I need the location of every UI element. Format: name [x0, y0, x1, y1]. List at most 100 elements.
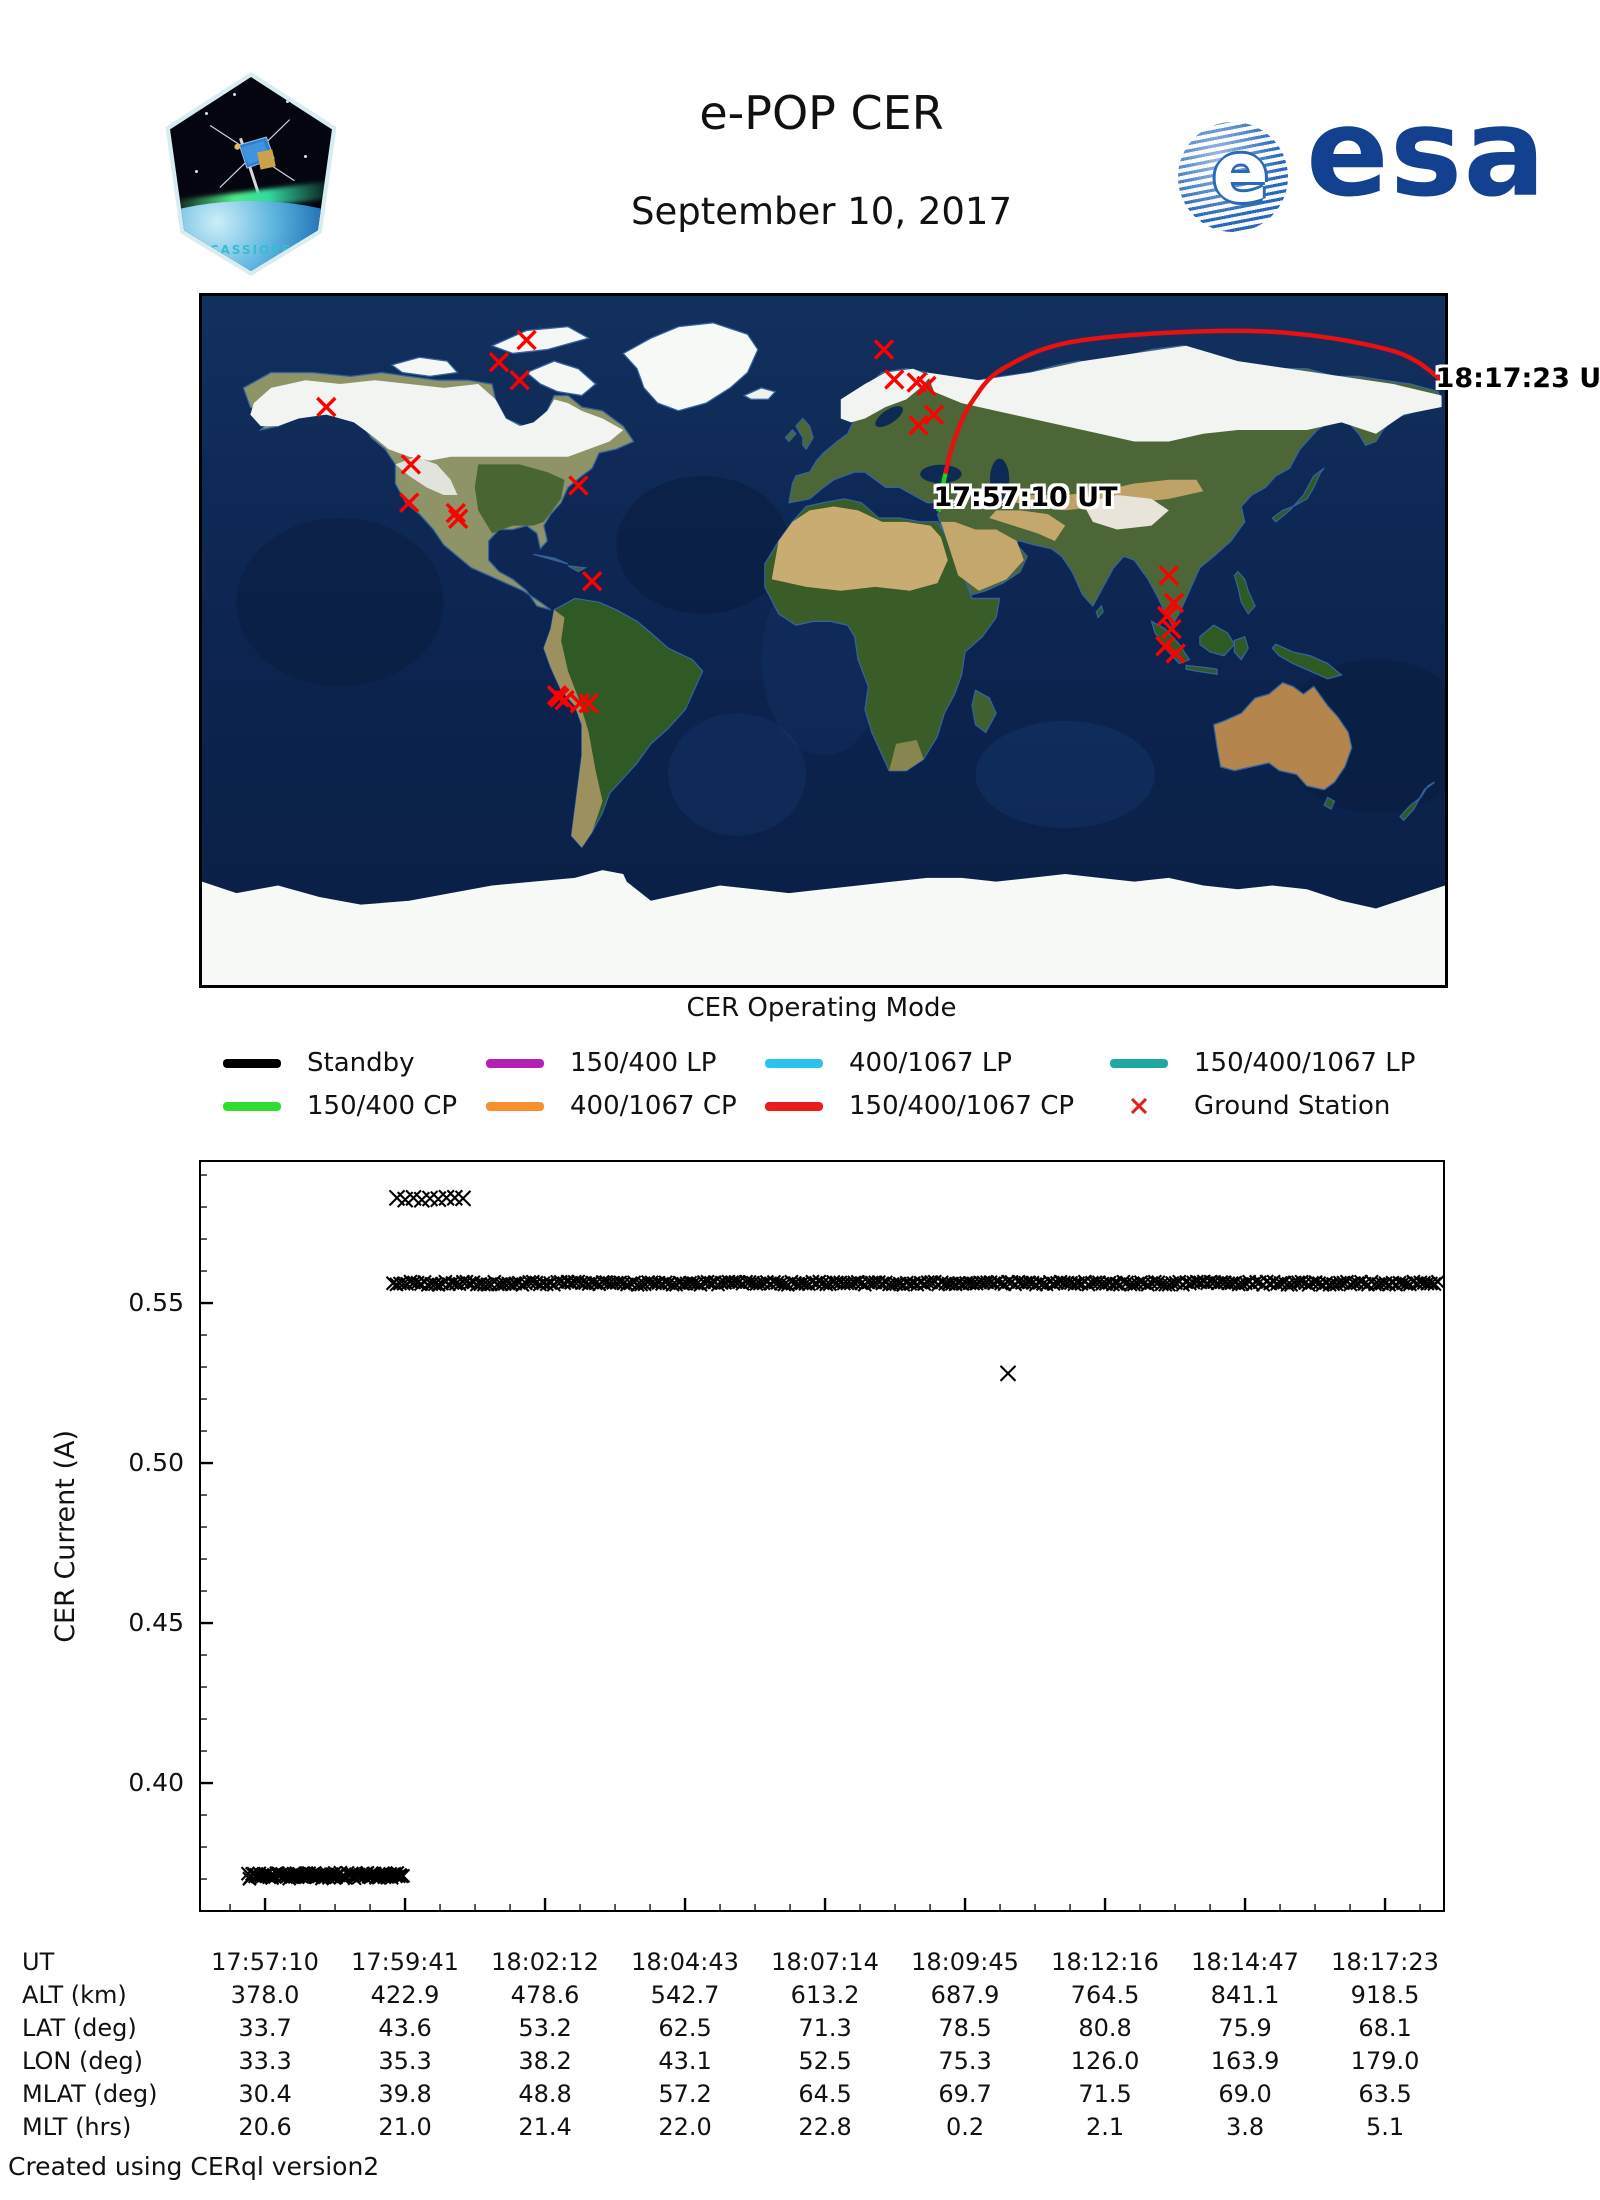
legend-label: 150/400/1067 CP — [849, 1091, 1075, 1121]
table-cell: 48.8 — [518, 2080, 572, 2108]
table-cell: 68.1 — [1358, 2014, 1412, 2042]
table-cell: 52.5 — [798, 2047, 852, 2075]
table-cell: 33.7 — [238, 2014, 292, 2042]
map-track-and-stations — [316, 328, 1443, 714]
legend-line-swatch — [765, 1058, 823, 1068]
table-cell: 378.0 — [230, 1981, 300, 2009]
footer-credit: Created using CERql version2 — [8, 2152, 380, 2181]
table-cell: 422.9 — [370, 1981, 440, 2009]
table-cell: 75.9 — [1218, 2014, 1272, 2042]
legend-title: CER Operating Mode — [686, 993, 957, 1023]
track-start-time-label: 17:57:10 UT — [933, 481, 1118, 513]
ground-station-marker — [873, 339, 895, 360]
ground-station-marker — [1156, 605, 1178, 627]
y-tick-label: 0.50 — [128, 1448, 184, 1478]
ground-station-marker — [884, 369, 905, 390]
esa-wordmark: esa — [1306, 82, 1547, 224]
legend-item-400-1067-lp: 400/1067 LP — [765, 1046, 1012, 1080]
ground-station-marker — [1165, 643, 1186, 664]
table-row-label: ALT (km) — [22, 1981, 127, 2009]
table-cell: 22.8 — [798, 2113, 852, 2141]
table-cell: 0.2 — [945, 2113, 985, 2141]
cassiope-label: CASSIOPE — [209, 243, 293, 258]
legend-item-150-400-1067-lp: 150/400/1067 LP — [1110, 1046, 1415, 1080]
y-tick-label: 0.40 — [128, 1768, 184, 1798]
ground-station-marker — [908, 415, 929, 436]
table-cell: 5.1 — [1365, 2113, 1405, 2141]
legend-item-150-400-1067-cp: 150/400/1067 CP — [765, 1089, 1074, 1123]
table-cell: 179.0 — [1350, 2047, 1420, 2075]
page-date: September 10, 2017 — [630, 190, 1013, 233]
table-cell: 163.9 — [1210, 2047, 1280, 2075]
table-cell: 80.8 — [1078, 2014, 1132, 2042]
legend-item-ground-station: Ground Station — [1110, 1089, 1390, 1123]
scatter-markers-standby-2 — [388, 1189, 472, 1208]
table-cell: 62.5 — [658, 2014, 712, 2042]
legend-line-swatch — [486, 1058, 544, 1068]
legend-line-swatch — [223, 1058, 281, 1068]
table-cell: 75.3 — [938, 2047, 992, 2075]
table-row-ut: UT 17:57:10 17:59:41 18:02:12 18:04:43 18:07:… — [0, 1948, 1600, 1981]
ground-station-marker — [316, 396, 337, 418]
table-row-lat-deg-: LAT (deg) 33.7 43.6 53.2 62.5 71.3 78.5 80.8 75.… — [0, 2014, 1600, 2047]
legend-item-400-1067-cp: 400/1067 CP — [486, 1089, 737, 1123]
plot-canvas — [199, 1174, 1446, 1912]
table-row-mlat-deg-: MLAT (deg) 30.4 39.8 48.8 57.2 64.5 69.7 71.5 69… — [0, 2080, 1600, 2113]
table-cell: 18:14:47 — [1191, 1948, 1299, 1976]
legend-label: 150/400 CP — [307, 1091, 458, 1121]
legend-line-swatch — [1110, 1058, 1168, 1068]
legend-line-swatch — [223, 1101, 281, 1111]
table-cell: 687.9 — [930, 1981, 1000, 2009]
scatter-markers-standby-0 — [240, 1865, 411, 1887]
esa-logo: e esa — [1178, 82, 1598, 248]
cassiope-mission-patch: CASSIOPE — [158, 72, 344, 276]
table-cell: 3.8 — [1225, 2113, 1265, 2141]
ground-station-marker-icon — [1130, 1097, 1148, 1115]
legend-label: 400/1067 LP — [849, 1048, 1012, 1078]
legend-label: Standby — [307, 1048, 415, 1078]
legend-line-swatch — [486, 1101, 544, 1111]
table-row-label: MLAT (deg) — [22, 2080, 158, 2108]
table-row-label: UT — [22, 1948, 55, 1976]
table-cell: 17:59:41 — [351, 1948, 459, 1976]
satellite-track-main — [943, 328, 1443, 475]
world-map: 17:57:10 UT 18:17:23 UT — [199, 293, 1600, 988]
scatter-markers-standby-3 — [999, 1365, 1017, 1382]
ground-station-marker — [1158, 565, 1179, 586]
table-row-label: MLT (hrs) — [22, 2113, 132, 2141]
table-row-alt-km-: ALT (km) 378.0 422.9 478.6 542.7 613.2 687.9 76… — [0, 1981, 1600, 2014]
table-cell: 126.0 — [1070, 2047, 1140, 2075]
table-cell: 18:09:45 — [911, 1948, 1019, 1976]
table-cell: 18:07:14 — [771, 1948, 879, 1976]
legend-label: 400/1067 CP — [570, 1091, 737, 1121]
table-row-label: LAT (deg) — [22, 2014, 137, 2042]
table-cell: 478.6 — [510, 1981, 580, 2009]
legend-label: Ground Station — [1194, 1091, 1391, 1121]
ground-station-marker — [578, 693, 599, 714]
table-row-mlt-hrs-: MLT (hrs) 20.6 21.0 21.4 22.0 22.8 0.2 2.1 3.8 5.… — [0, 2113, 1600, 2146]
table-cell: 22.0 — [658, 2113, 712, 2141]
ground-station-marker — [445, 502, 466, 524]
table-cell: 39.8 — [378, 2080, 432, 2108]
table-cell: 33.3 — [238, 2047, 292, 2075]
table-cell: 2.1 — [1085, 2113, 1125, 2141]
satellite-icon — [209, 119, 295, 188]
y-axis-label: CER Current (A) — [49, 1429, 81, 1643]
page-title: e-POP CER — [699, 86, 944, 140]
scatter-markers-standby-1 — [385, 1274, 1446, 1293]
legend-line-swatch — [765, 1101, 823, 1111]
table-cell: 20.6 — [238, 2113, 292, 2141]
esa-globe-e: e — [1212, 123, 1269, 221]
table-cell: 43.6 — [378, 2014, 432, 2042]
esa-globe-icon — [1178, 122, 1288, 232]
ground-station-marker — [1155, 636, 1176, 657]
cer-current-plot — [199, 1160, 1446, 1912]
table-cell: 17:57:10 — [211, 1948, 319, 1976]
legend-item-150-400-cp: 150/400 CP — [223, 1089, 457, 1123]
table-cell: 18:12:16 — [1051, 1948, 1159, 1976]
track-end-time-label: 18:17:23 UT — [1435, 362, 1600, 394]
table-cell: 18:04:43 — [631, 1948, 739, 1976]
table-cell: 542.7 — [650, 1981, 720, 2009]
map-continents — [202, 296, 1445, 985]
